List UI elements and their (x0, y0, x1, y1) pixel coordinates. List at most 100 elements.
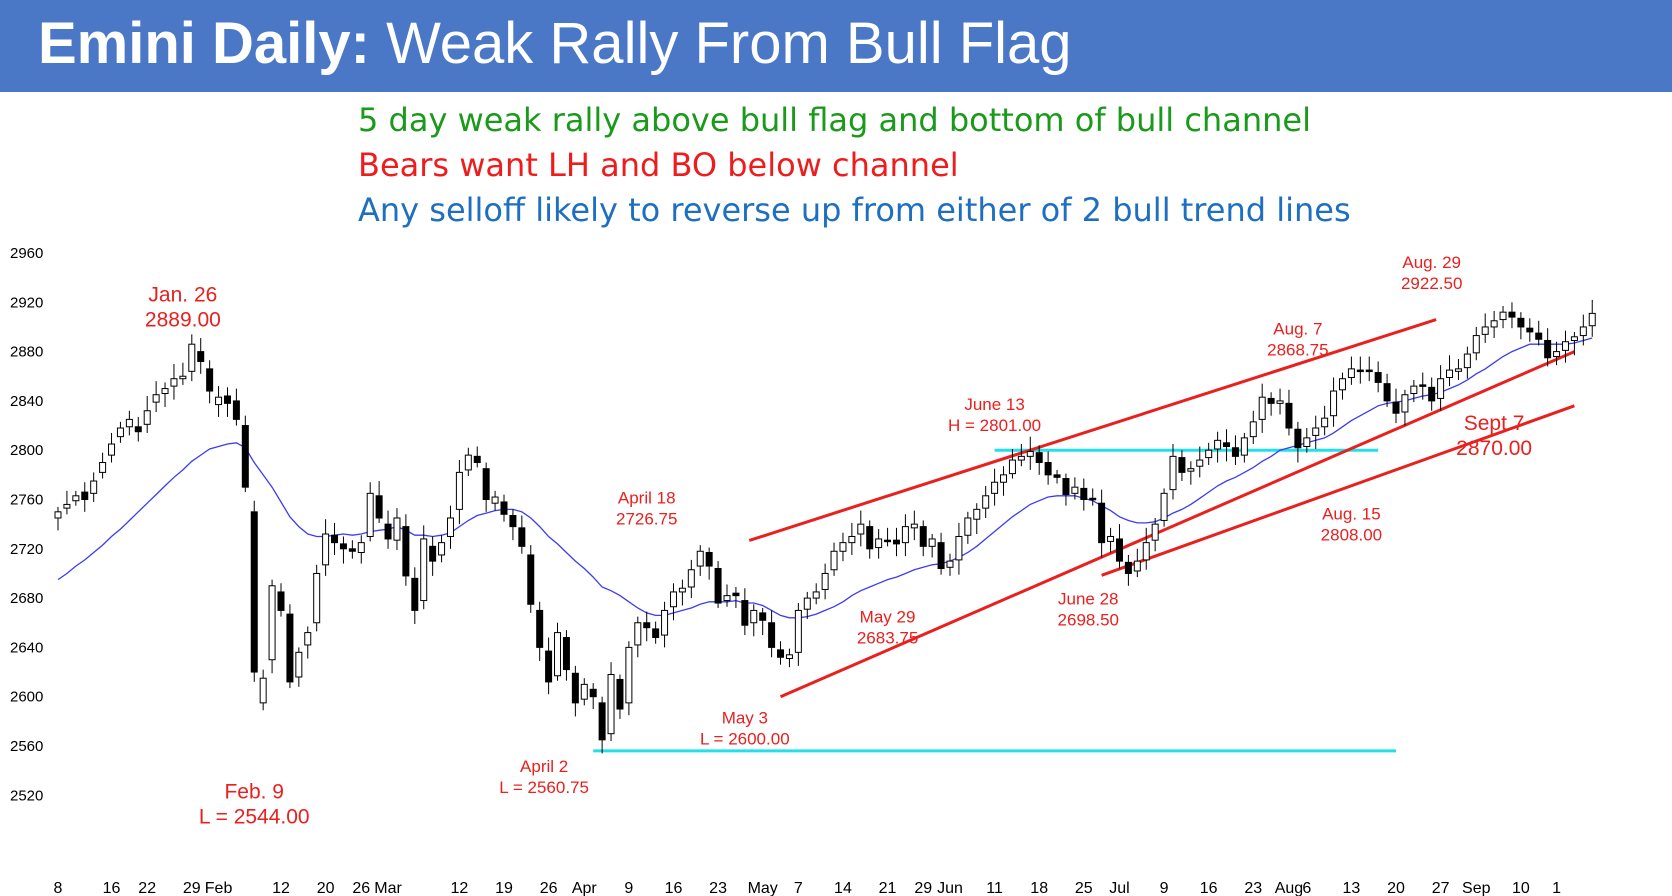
candle (705, 547, 713, 580)
bull-candle-body (973, 508, 981, 520)
bull-candle-body (455, 471, 463, 510)
annotation-text: May 3 (722, 709, 768, 728)
candle (1178, 450, 1186, 482)
candle (892, 527, 900, 557)
candle (1089, 488, 1097, 506)
bull-candle-body (848, 535, 856, 544)
candle (1267, 392, 1275, 416)
x-tick-label: 9 (1160, 880, 1169, 896)
commentary-line-2: Bears want LH and BO below channel (358, 146, 959, 184)
bear-candle-body (473, 455, 481, 464)
candle (634, 616, 642, 658)
candle (1383, 373, 1391, 408)
candle (937, 532, 945, 575)
candle (116, 421, 124, 443)
bear-candle-body (1115, 538, 1123, 562)
candle (1365, 356, 1373, 382)
candle (366, 482, 374, 542)
candle (411, 567, 419, 624)
annotation-text: 2889.00 (145, 309, 221, 332)
bull-candle-body (607, 674, 615, 735)
y-tick-label: 2640 (10, 639, 43, 656)
bear-candle-body (1062, 478, 1070, 496)
annotation-text: Feb. 9 (224, 781, 284, 804)
candle (1499, 305, 1507, 329)
bear-candle-body (241, 425, 249, 488)
bull-candle-body (464, 454, 472, 471)
candle (1428, 377, 1436, 411)
candle (1463, 346, 1471, 379)
bull-trend-line (779, 350, 1575, 699)
candle (1544, 328, 1552, 367)
annotation-text: 2870.00 (1456, 437, 1532, 460)
bull-candle-body (625, 646, 633, 704)
candle (438, 535, 446, 563)
candle (250, 500, 258, 682)
bull-candle-body (1214, 439, 1222, 450)
candle (268, 579, 276, 674)
bear-candle-body (892, 539, 900, 545)
candle (696, 545, 704, 576)
price-annotation: Feb. 9L = 2544.00 (199, 781, 310, 829)
bull-candle-body (491, 496, 499, 504)
bull-candle-body (1026, 450, 1034, 457)
x-tick-label: Jun (937, 880, 963, 896)
bear-candle-body (1223, 442, 1231, 448)
annotation-text: 2726.75 (616, 509, 677, 528)
commentary-line-1: 5 day weak rally above bull flag and bot… (358, 101, 1311, 139)
x-tick-label: 1 (1552, 880, 1561, 896)
bull-candle-body (678, 587, 686, 593)
bull-candle-body (1107, 535, 1115, 542)
annotation-text: L = 2560.75 (499, 778, 589, 797)
x-tick-label: 29 (183, 880, 201, 896)
annotation-text: April 2 (520, 757, 568, 776)
bull-candle-body (634, 622, 642, 646)
candle (607, 662, 615, 742)
x-tick-label: 26 (540, 880, 558, 896)
candle (1356, 356, 1364, 384)
commentary: 5 day weak rally above bull flag and bot… (358, 98, 1351, 233)
candle (322, 519, 330, 576)
candle (473, 446, 481, 468)
bear-candle-body (1428, 386, 1436, 402)
bull-candle-body (857, 523, 865, 535)
candle (161, 382, 169, 408)
candle (1017, 444, 1025, 467)
moving-average-layer (57, 337, 1593, 619)
bear-candle-body (705, 551, 713, 567)
bear-candle-body (884, 539, 892, 543)
x-axis: 8 16 22 29 Feb 12 20 26 Mar 12 19 26 Apr 9 16 23 May 7 14 2… (54, 880, 1562, 896)
bull-candle-body (1347, 368, 1355, 378)
candle (241, 415, 249, 493)
bull-candle-body (1330, 390, 1338, 417)
bear-candle-body (1526, 327, 1534, 333)
candle (188, 334, 196, 382)
candle (687, 559, 695, 599)
bull-candle-body (661, 609, 669, 636)
bull-candle-body (901, 526, 909, 544)
candle (143, 395, 151, 433)
bear-candle-body (1178, 457, 1186, 473)
annotation-text: June 13 (964, 395, 1025, 414)
x-tick-label: 6 (1302, 880, 1311, 896)
candle (90, 472, 98, 502)
bull-candle-body (580, 683, 588, 700)
candle (982, 485, 990, 518)
bear-candle-body (134, 426, 142, 433)
bull-candle-body (1338, 378, 1346, 391)
bull-candle-body (839, 542, 847, 552)
lines-layer (593, 318, 1575, 753)
candle (1000, 466, 1008, 496)
candle (901, 514, 909, 557)
bull-candle-body (1071, 486, 1079, 494)
candle (1321, 405, 1329, 436)
candle (1454, 358, 1462, 380)
bear-candle-body (1365, 369, 1373, 373)
bull-candle-body (1446, 369, 1454, 378)
x-tick-label: 23 (1244, 880, 1262, 896)
bull-candle-body (1490, 320, 1498, 328)
bull-candle-body (785, 654, 793, 659)
price-annotation: April 2 L = 2560.75 (499, 757, 589, 797)
candle (1107, 527, 1115, 553)
